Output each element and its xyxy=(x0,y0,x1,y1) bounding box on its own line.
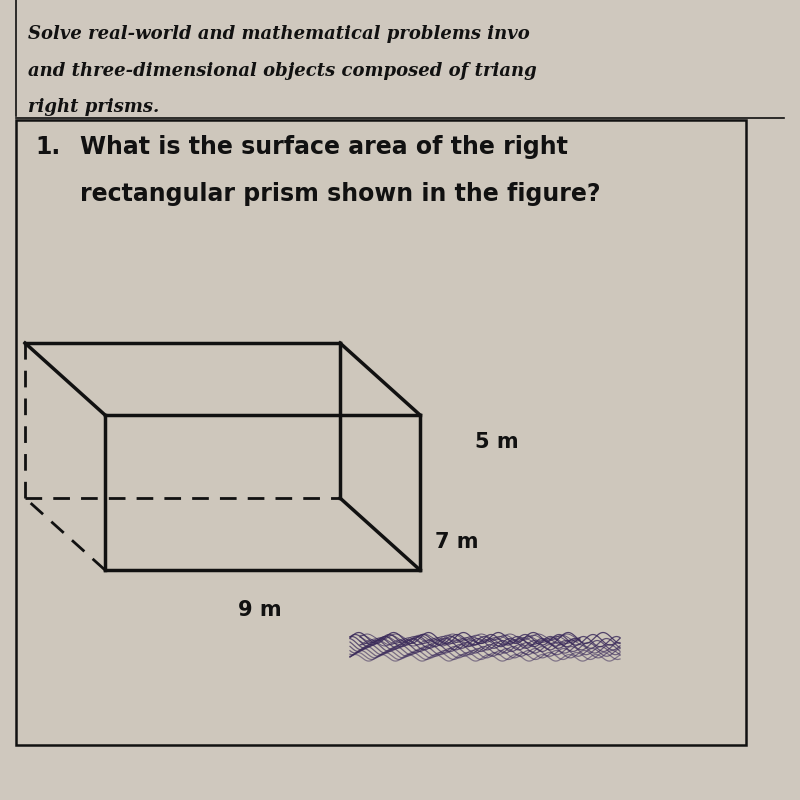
Text: right prisms.: right prisms. xyxy=(28,98,159,116)
Text: and three-dimensional objects composed of triang: and three-dimensional objects composed o… xyxy=(28,62,537,80)
FancyBboxPatch shape xyxy=(16,120,746,745)
Text: What is the surface area of the right: What is the surface area of the right xyxy=(80,135,568,159)
Text: 7 m: 7 m xyxy=(435,532,478,552)
Text: rectangular prism shown in the figure?: rectangular prism shown in the figure? xyxy=(80,182,601,206)
Text: 9 m: 9 m xyxy=(238,600,282,620)
Text: 5 m: 5 m xyxy=(475,432,518,452)
Text: 1.: 1. xyxy=(35,135,60,159)
Text: Solve real-world and mathematical problems invo: Solve real-world and mathematical proble… xyxy=(28,25,530,43)
